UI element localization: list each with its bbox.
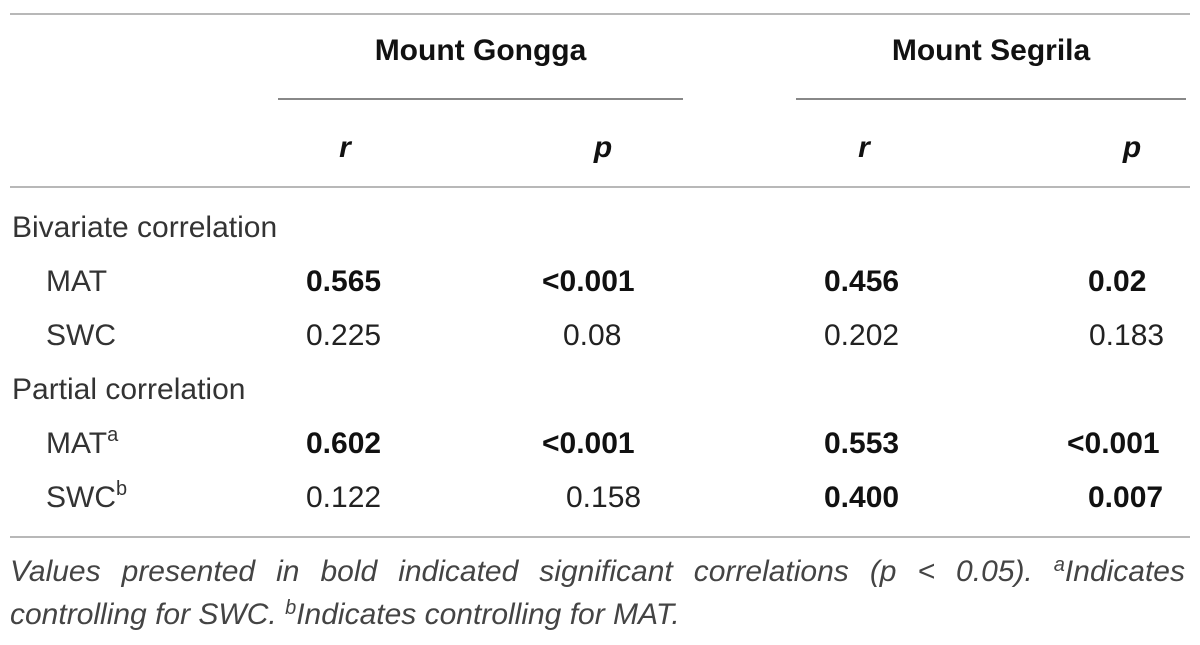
row-label-text: SWC: [46, 481, 116, 514]
section-label-bivariate: Bivariate correlation: [12, 211, 278, 244]
row-label-swc-b: SWCb: [46, 478, 128, 519]
row-label-text: SWC: [46, 319, 116, 352]
subheader-gongga-p: p: [593, 131, 613, 164]
row-label-text: MAT: [46, 427, 108, 460]
row-label-text: MAT: [46, 265, 108, 298]
footnote-marker-b: b: [285, 597, 297, 619]
cell-partial-swc-gongga-p: 0.158: [566, 481, 642, 514]
cell-partial-swc-segrila-r: 0.400: [824, 481, 900, 514]
row-label-mat-a: MATa: [46, 424, 119, 465]
footnote-marker-b: b: [116, 478, 128, 500]
footnote-note-b: Indicates controlling for MAT.: [296, 598, 680, 631]
subheader-segrila-r: r: [858, 131, 870, 164]
cell-partial-mat-segrila-r: 0.553: [824, 427, 900, 460]
cell-bivariate-mat-gongga-r: 0.565: [306, 265, 382, 298]
cell-bivariate-mat-gongga-p: <0.001: [542, 265, 635, 298]
cell-bivariate-mat-segrila-r: 0.456: [824, 265, 900, 298]
cell-bivariate-swc-segrila-p: 0.183: [1089, 319, 1165, 352]
cell-partial-mat-segrila-p: <0.001: [1067, 427, 1160, 460]
group-rule-mount-segrila: [796, 98, 1186, 100]
row-label-mat: MAT: [46, 264, 107, 300]
cell-bivariate-swc-gongga-r: 0.225: [306, 319, 382, 352]
footnote-main: Values presented in bold indicated signi…: [10, 555, 1054, 588]
table-footnote: Values presented in bold indicated signi…: [10, 552, 1185, 638]
footnote-marker-a: a: [1053, 554, 1065, 576]
cell-partial-swc-gongga-r: 0.122: [306, 481, 382, 514]
group-rule-mount-gongga: [278, 98, 683, 100]
group-header-mount-gongga: Mount Gongga: [374, 34, 587, 67]
row-label-swc: SWC: [46, 318, 116, 354]
footnote-marker-a: a: [107, 424, 119, 446]
table-top-rule: [10, 13, 1190, 15]
group-header-mount-segrila: Mount Segrila: [891, 34, 1091, 67]
subheader-gongga-r: r: [339, 131, 351, 164]
cell-bivariate-mat-segrila-p: 0.02: [1088, 265, 1147, 298]
cell-bivariate-swc-segrila-r: 0.202: [824, 319, 900, 352]
table-header-rule: [10, 186, 1190, 188]
cell-bivariate-swc-gongga-p: 0.08: [563, 319, 622, 352]
table-bottom-rule: [10, 536, 1190, 538]
cell-partial-mat-gongga-r: 0.602: [306, 427, 382, 460]
subheader-segrila-p: p: [1122, 131, 1142, 164]
section-label-partial: Partial correlation: [12, 373, 246, 406]
cell-partial-mat-gongga-p: <0.001: [542, 427, 635, 460]
footnote-note-a: Indicates controlling for SWC.: [10, 555, 1185, 631]
cell-partial-swc-segrila-p: 0.007: [1088, 481, 1164, 514]
